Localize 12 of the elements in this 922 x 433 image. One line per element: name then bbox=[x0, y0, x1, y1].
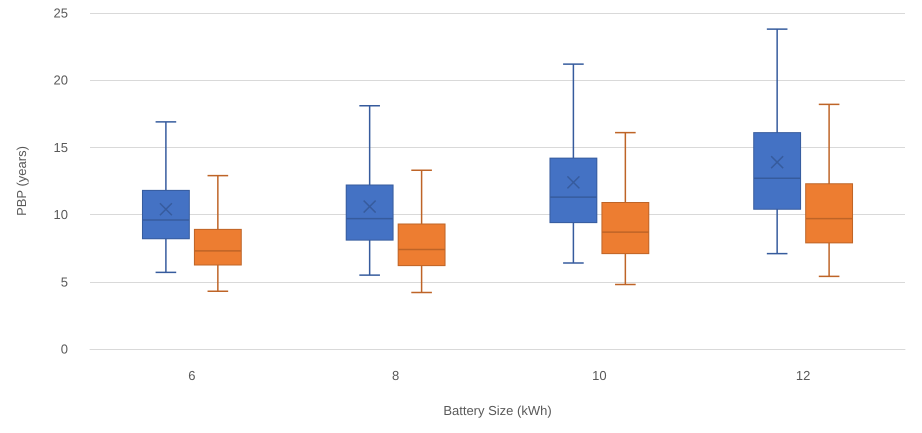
x-tick-label: 6 bbox=[188, 368, 196, 383]
x-tick-label: 12 bbox=[796, 368, 810, 383]
x-tick-label: 8 bbox=[392, 368, 400, 383]
y-tick-label: 0 bbox=[60, 342, 68, 356]
y-axis-title: PBP (years) bbox=[14, 146, 29, 216]
y-tick-label: 25 bbox=[54, 6, 68, 20]
y-tick-label: 5 bbox=[60, 274, 68, 290]
y-tick-label: 15 bbox=[54, 140, 68, 155]
y-tick-label: 20 bbox=[54, 72, 68, 88]
x-tick-label: 10 bbox=[592, 368, 607, 383]
x-axis-title: Battery Size (kWh) bbox=[443, 403, 552, 418]
y-tick-label: 10 bbox=[54, 207, 68, 222]
